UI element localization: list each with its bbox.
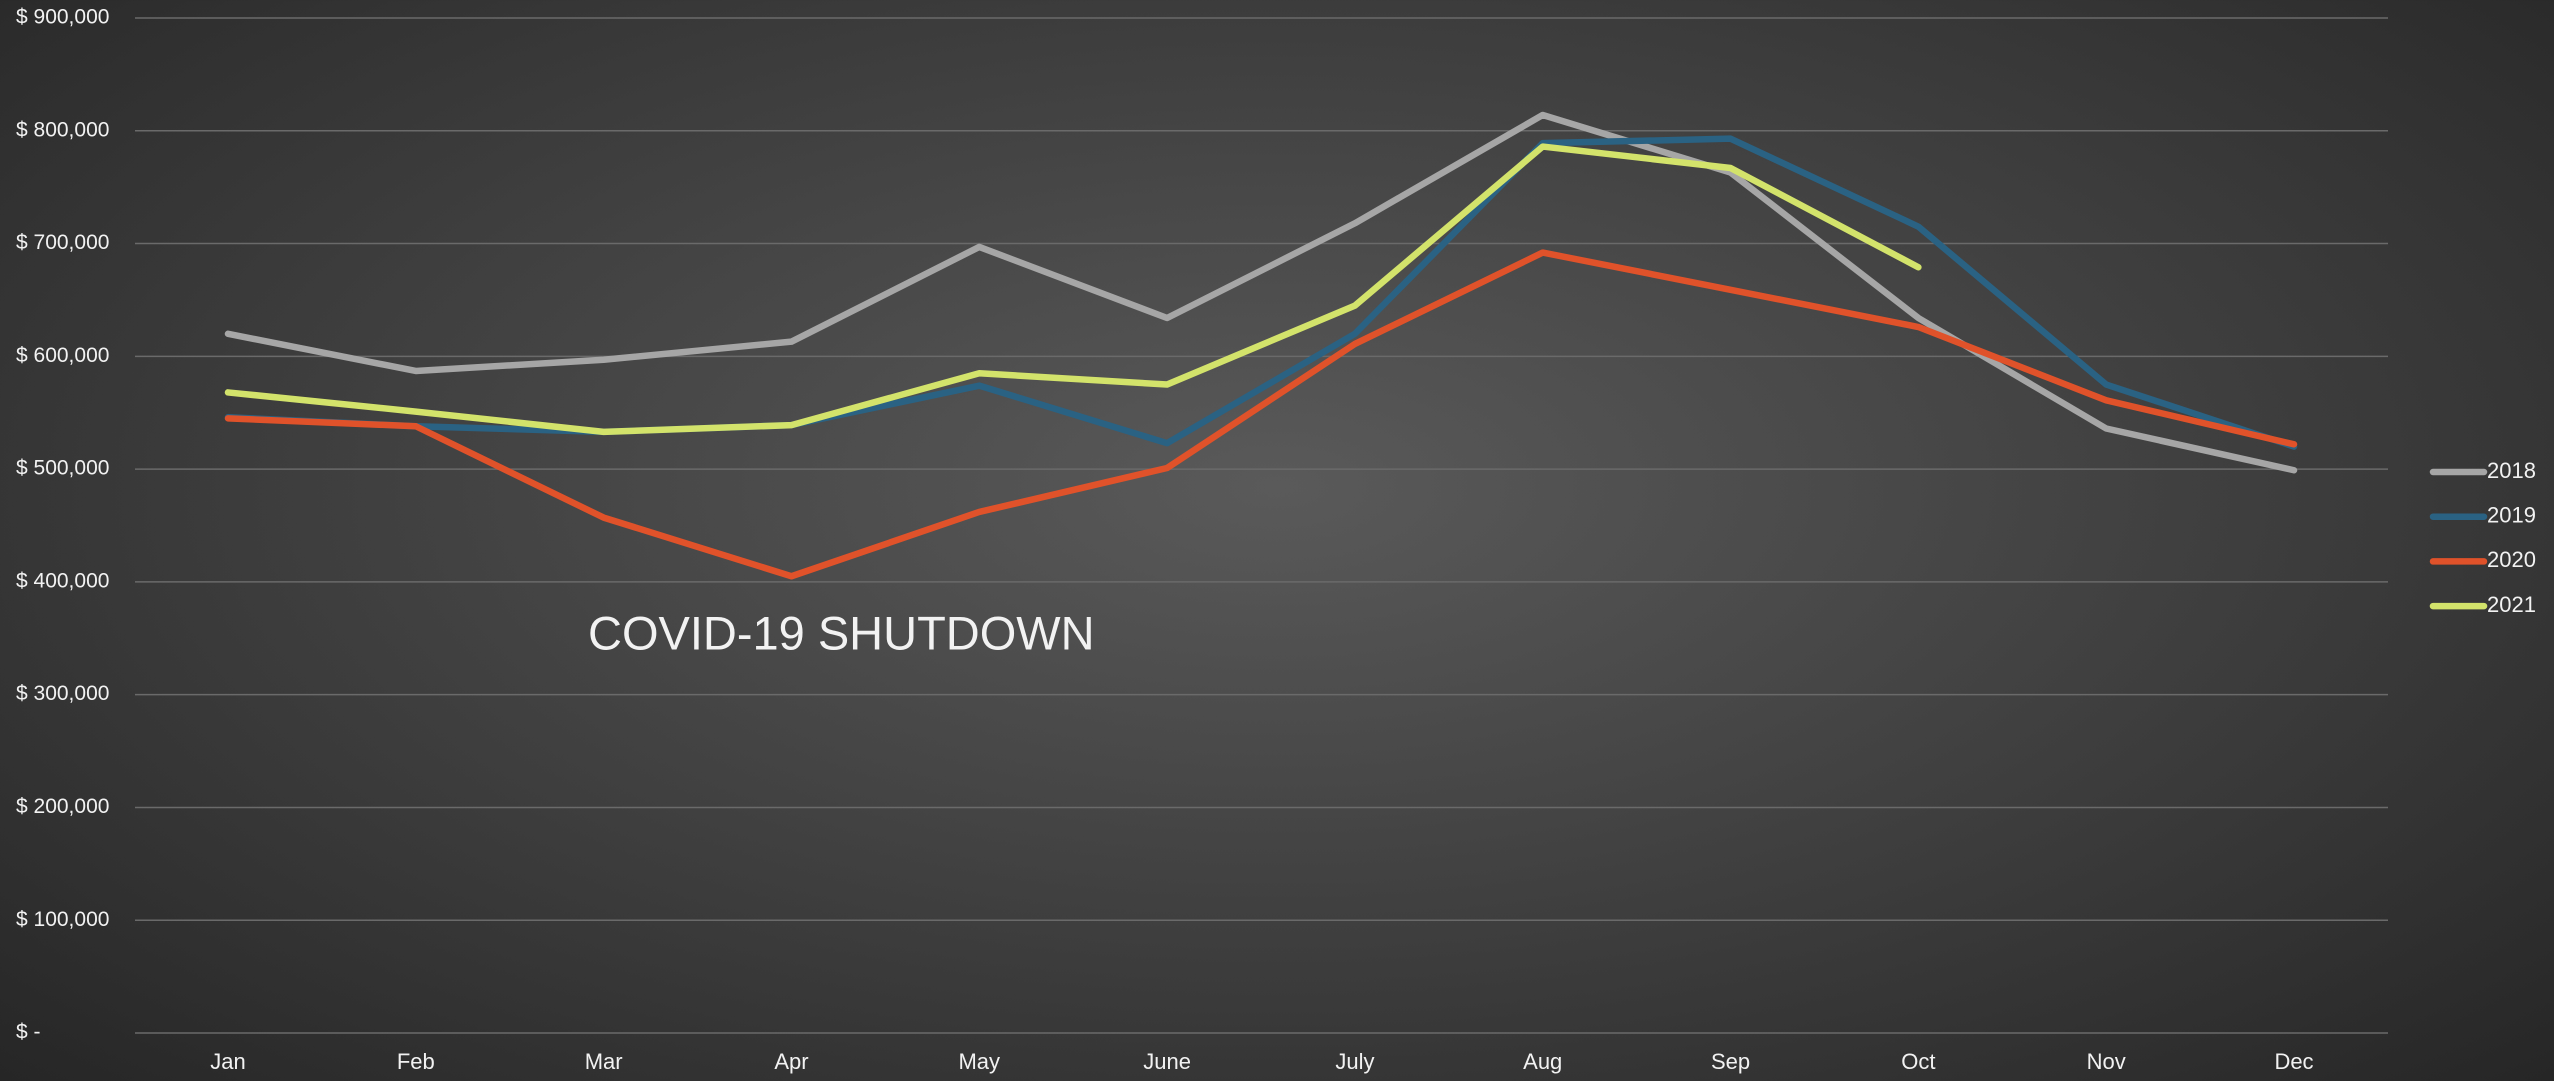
x-tick-label: Aug <box>1523 1049 1562 1074</box>
y-tick-label: $ 200,000 <box>16 795 109 818</box>
x-tick-label: June <box>1143 1049 1191 1074</box>
x-tick-label: Mar <box>585 1049 623 1074</box>
y-tick-label: $ 600,000 <box>16 344 109 367</box>
series-line <box>224 135 2298 450</box>
y-tick-label: $ 800,000 <box>16 118 109 141</box>
y-tick-label: $ 500,000 <box>16 457 109 480</box>
legend-label: 2020 <box>2487 547 2536 572</box>
y-tick-label: $ 400,000 <box>16 569 109 592</box>
x-tick-label: Nov <box>2087 1049 2126 1074</box>
legend-label: 2018 <box>2487 458 2536 483</box>
series-line <box>224 111 2298 474</box>
series-line <box>224 143 1922 436</box>
series-line <box>224 249 2298 580</box>
y-tick-label: $ 300,000 <box>16 682 109 705</box>
x-tick-label: Oct <box>1901 1049 1935 1074</box>
x-tick-label: Feb <box>397 1049 435 1074</box>
x-tick-label: Apr <box>774 1049 808 1074</box>
x-tick-label: Jan <box>210 1049 245 1074</box>
y-tick-label: $ 100,000 <box>16 908 109 931</box>
x-tick-label: May <box>958 1049 1000 1074</box>
y-tick-label: $ - <box>16 1021 41 1044</box>
legend-label: 2021 <box>2487 592 2536 617</box>
x-tick-label: July <box>1335 1049 1374 1074</box>
x-tick-label: Dec <box>2274 1049 2313 1074</box>
annotation: COVID-19 SHUTDOWN <box>588 606 1095 659</box>
y-tick-label: $ 700,000 <box>16 231 109 254</box>
y-tick-label: $ 900,000 <box>16 6 109 29</box>
x-tick-label: Sep <box>1711 1049 1750 1074</box>
legend-label: 2019 <box>2487 503 2536 528</box>
